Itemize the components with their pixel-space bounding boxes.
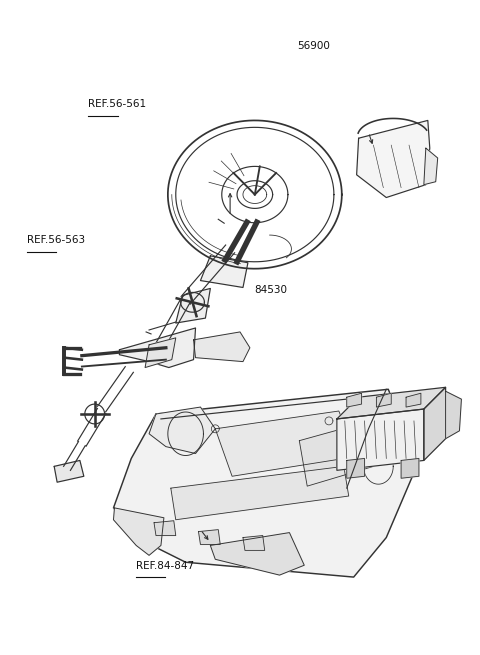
Polygon shape [406,393,421,407]
Polygon shape [210,533,304,575]
Polygon shape [337,409,424,470]
Polygon shape [445,391,461,439]
Polygon shape [401,458,419,478]
Polygon shape [376,393,391,407]
Text: REF.56-563: REF.56-563 [26,235,84,245]
Polygon shape [201,256,248,288]
Polygon shape [199,530,220,544]
Polygon shape [54,460,84,482]
Polygon shape [145,338,176,367]
Polygon shape [347,393,361,407]
Polygon shape [149,407,216,453]
Polygon shape [424,148,438,185]
Polygon shape [216,411,357,476]
Polygon shape [243,536,264,550]
Polygon shape [193,332,250,362]
Polygon shape [154,521,176,536]
Polygon shape [300,423,373,486]
Text: REF.84-847: REF.84-847 [136,561,194,571]
Polygon shape [357,121,430,198]
Text: REF.56-561: REF.56-561 [88,99,146,109]
Text: 56900: 56900 [297,41,330,51]
Polygon shape [120,328,195,367]
Polygon shape [424,387,445,460]
Polygon shape [171,466,349,520]
Polygon shape [113,389,418,577]
Polygon shape [337,387,445,419]
Polygon shape [113,508,164,555]
Text: 84530: 84530 [254,285,287,295]
Polygon shape [347,458,364,478]
Polygon shape [176,288,210,323]
